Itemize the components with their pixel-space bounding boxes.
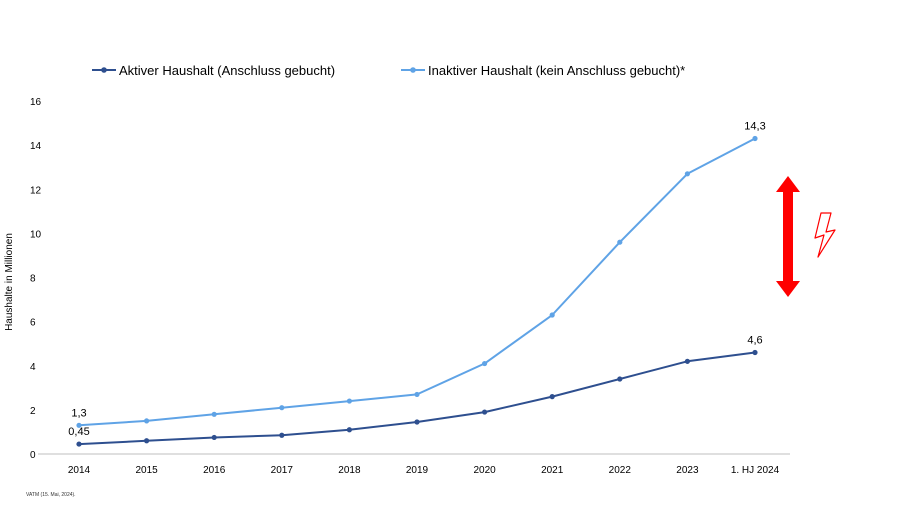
- data-label: 0,45: [68, 426, 89, 438]
- data-point: [279, 405, 285, 411]
- data-point: [482, 360, 488, 367]
- data-point: [279, 432, 285, 438]
- data-point: [617, 239, 623, 245]
- series-0: [76, 349, 758, 447]
- series-line: [78, 137, 756, 427]
- data-point: [144, 418, 150, 424]
- data-label: 14,3: [744, 121, 765, 133]
- legend-item: Inaktiver Haushalt (kein Anschluss gebuc…: [401, 63, 685, 78]
- y-axis: 0 2 4 6 8 10 12 14 16: [30, 97, 42, 461]
- double-arrow-vertical-icon: [776, 176, 800, 297]
- x-tick-label: 2019: [406, 465, 429, 476]
- legend-label: Aktiver Haushalt (Anschluss gebucht): [119, 63, 335, 78]
- data-point: [549, 312, 555, 318]
- series-group: [76, 135, 758, 447]
- y-tick-label: 16: [30, 97, 42, 108]
- y-axis-label: Haushalte in Millionen: [4, 233, 15, 331]
- legend-swatch-marker: [101, 67, 107, 73]
- data-label: 4,6: [747, 335, 762, 347]
- y-tick-label: 6: [30, 318, 36, 329]
- x-tick-label: 2017: [271, 465, 294, 476]
- y-tick-label: 8: [30, 274, 36, 285]
- y-tick-label: 12: [30, 185, 42, 196]
- x-tick-label: 2018: [338, 465, 361, 476]
- x-tick-label: 2022: [609, 465, 632, 476]
- data-point: [144, 438, 150, 444]
- legend-item: Aktiver Haushalt (Anschluss gebucht): [92, 63, 335, 78]
- series-line: [78, 351, 756, 446]
- x-tick-label: 2023: [676, 465, 699, 476]
- data-point: [414, 391, 420, 398]
- x-tick-label: 2021: [541, 465, 564, 476]
- data-point: [549, 394, 555, 400]
- data-point: [684, 171, 691, 177]
- legend-swatch-marker: [410, 67, 416, 73]
- annotations: [776, 176, 836, 297]
- lightning-icon: [814, 212, 836, 258]
- y-tick-label: 14: [30, 141, 42, 152]
- data-point: [414, 419, 420, 425]
- data-point: [752, 135, 758, 142]
- x-tick-label: 2015: [135, 465, 158, 476]
- source-note: VATM (15. Mai, 2024).: [26, 492, 76, 498]
- data-point: [211, 411, 217, 417]
- data-point: [76, 441, 82, 447]
- y-tick-label: 2: [30, 406, 36, 417]
- data-point: [752, 349, 758, 356]
- data-point: [346, 427, 352, 433]
- x-tick-label: 2020: [473, 465, 496, 476]
- data-point: [617, 376, 623, 382]
- data-labels: 1,3 0,45 14,3 4,6: [68, 121, 765, 439]
- data-point: [684, 358, 691, 364]
- series-1: [76, 135, 758, 428]
- y-tick-label: 4: [30, 362, 36, 373]
- y-tick-label: 10: [30, 229, 42, 240]
- x-axis: 2014 2015 2016 2017 2018 2019 2020 2021 2022 2023…: [38, 453, 790, 476]
- x-tick-label: 2016: [203, 465, 226, 476]
- x-tick-label: 1. HJ 2024: [731, 465, 780, 476]
- legend-label: Inaktiver Haushalt (kein Anschluss gebuc…: [428, 63, 685, 78]
- data-label: 1,3: [71, 407, 86, 419]
- y-tick-label: 0: [30, 450, 36, 461]
- data-point: [482, 409, 488, 415]
- data-point: [76, 422, 82, 428]
- x-tick-label: 2014: [68, 465, 91, 476]
- data-point: [211, 434, 217, 441]
- data-point: [346, 398, 352, 404]
- legend: Aktiver Haushalt (Anschluss gebucht) Inak…: [92, 63, 685, 78]
